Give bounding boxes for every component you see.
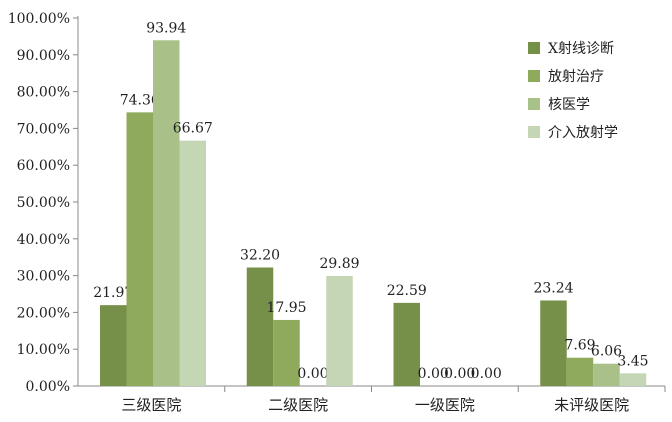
x-category-label: 一级医院 — [415, 396, 475, 414]
legend-label: 核医学 — [548, 97, 590, 113]
legend-swatch — [528, 98, 540, 110]
legend-swatch — [528, 42, 540, 54]
y-tick-label: 100.00% — [8, 11, 70, 27]
bar — [273, 319, 300, 386]
legend-swatch — [528, 126, 540, 138]
data-label: 7.69 — [564, 338, 595, 354]
data-label: 21.97 — [93, 285, 133, 301]
legend-label: 放射治疗 — [548, 69, 604, 85]
y-tick-label: 50.00% — [17, 195, 70, 211]
data-label: 23.24 — [533, 280, 573, 296]
y-tick-label: 0.00% — [26, 379, 70, 395]
legend-label: X射线诊断 — [548, 41, 614, 57]
data-label: 22.59 — [387, 283, 427, 299]
legend-item: 放射治疗 — [528, 62, 618, 90]
bar — [326, 276, 353, 386]
legend-swatch — [528, 70, 540, 82]
chart-legend: X射线诊断 放射治疗 核医学 介入放射学 — [528, 34, 618, 146]
bar — [619, 373, 647, 386]
data-label: 29.89 — [319, 256, 359, 272]
legend-item: 核医学 — [528, 90, 618, 118]
bar — [246, 267, 274, 386]
data-label: 32.20 — [240, 248, 280, 264]
data-label: 17.95 — [266, 300, 306, 316]
bar — [126, 112, 153, 387]
bar — [593, 363, 620, 386]
x-category-label: 二级医院 — [268, 396, 328, 414]
legend-label: 介入放射学 — [548, 125, 618, 141]
x-category-label: 未评级医院 — [554, 396, 629, 414]
data-label: 0.00 — [444, 366, 475, 382]
legend-item: 介入放射学 — [528, 118, 618, 146]
bar — [393, 302, 420, 386]
x-category-label: 三级医院 — [121, 396, 181, 414]
legend-item: X射线诊断 — [528, 34, 618, 62]
y-tick-label: 90.00% — [17, 48, 70, 64]
bar — [153, 40, 180, 386]
data-label: 0.00 — [471, 366, 502, 382]
y-tick-label: 40.00% — [17, 232, 70, 248]
data-label: 3.45 — [617, 353, 648, 369]
bar — [179, 140, 206, 386]
y-tick-label: 60.00% — [17, 158, 70, 174]
data-label: 66.67 — [173, 121, 213, 137]
y-tick-label: 20.00% — [17, 305, 70, 321]
bar — [566, 357, 594, 386]
data-label: 74.36 — [120, 92, 160, 108]
y-tick-label: 80.00% — [17, 85, 70, 101]
data-label: 6.06 — [591, 344, 622, 360]
bar — [100, 305, 127, 386]
y-tick-label: 30.00% — [17, 269, 70, 285]
data-label: 0.00 — [418, 366, 449, 382]
bar — [540, 300, 567, 386]
y-tick-label: 70.00% — [17, 121, 70, 137]
data-label: 93.94 — [146, 20, 186, 36]
data-label: 0.00 — [297, 366, 328, 382]
y-tick-label: 10.00% — [17, 342, 70, 358]
